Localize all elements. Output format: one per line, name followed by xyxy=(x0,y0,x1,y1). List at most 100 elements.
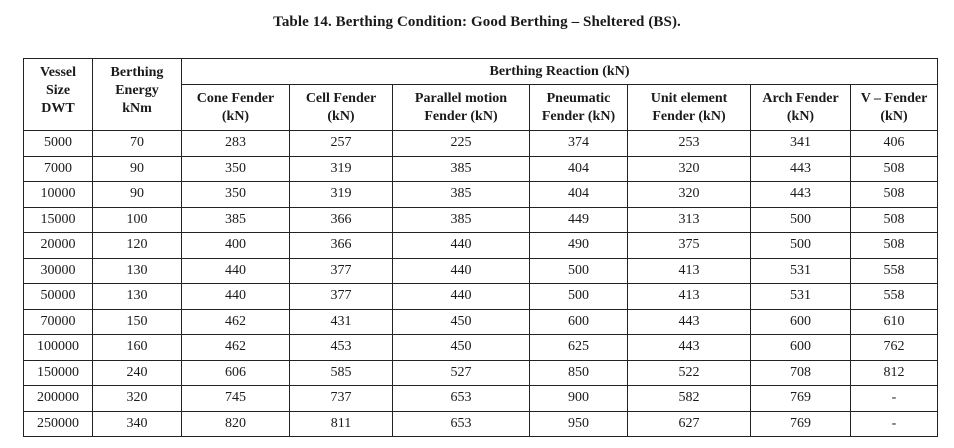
table-cell: 600 xyxy=(529,308,628,335)
table-cell: 708 xyxy=(750,359,851,386)
table-cell: 558 xyxy=(849,283,939,310)
table-cell: 508 xyxy=(849,206,939,233)
table-cell: 313 xyxy=(627,206,751,233)
table-cell: 377 xyxy=(289,283,393,310)
fender-header-line: Parallel motion xyxy=(414,90,508,106)
table-cell: 450 xyxy=(392,308,530,335)
table-cell: 531 xyxy=(750,283,851,310)
table-row: 50000 130 440 377 440 500 413 531 558 xyxy=(23,283,939,310)
table-cell: 340 xyxy=(92,410,182,437)
vessel-header-line: DWT xyxy=(41,101,75,116)
table-cell: 440 xyxy=(181,283,290,310)
fender-header-line: Cone Fender xyxy=(196,90,275,106)
table-cell: 737 xyxy=(289,385,393,412)
table-cell: 531 xyxy=(750,257,851,284)
header-row-top: Vessel Size DWT Berthing Energy kNm Bert… xyxy=(23,58,939,131)
table-cell: 500 xyxy=(529,283,628,310)
table-row: 250000 340 820 811 653 950 627 769- xyxy=(23,410,939,437)
table-cell: 341 xyxy=(750,130,851,157)
table-row: 5000 70 283 257 225 374 253 341 406 xyxy=(23,130,939,157)
table-cell: 600 xyxy=(750,334,851,361)
vessel-header-line: Vessel xyxy=(39,65,77,80)
table-cell: 20000 xyxy=(23,232,93,259)
fender-header-line: Unit element xyxy=(650,90,728,106)
table-cell: 90 xyxy=(92,181,182,208)
table-cell: 440 xyxy=(181,257,290,284)
table-cell: 90 xyxy=(92,155,182,182)
berthing-energy-header: Berthing Energy kNm xyxy=(92,58,182,131)
table-cell: 450 xyxy=(392,334,530,361)
table-row: 200000 320 745 737 653 900 582 769- xyxy=(23,385,939,412)
table-cell: 558 xyxy=(849,257,939,284)
fender-column-header: Cell Fender (kN) xyxy=(289,84,393,131)
table-cell: 490 xyxy=(529,232,628,259)
table-cell: 404 xyxy=(529,181,628,208)
table-cell: 385 xyxy=(392,206,530,233)
table-body: 5000 70 283 257 225 374 253 341 406 7000 90 350 319 3… xyxy=(23,130,939,437)
table-cell: 449 xyxy=(529,206,628,233)
table-cell: 385 xyxy=(392,155,530,182)
table-cell: 462 xyxy=(181,308,290,335)
table-cell: 385 xyxy=(181,206,290,233)
table-cell: 413 xyxy=(627,283,751,310)
header-row-fenders: Cone Fender (kN) Cell Fender (kN) Parall… xyxy=(24,84,939,131)
fender-column-header: V – Fender (kN) xyxy=(849,84,939,131)
table-cell: - xyxy=(849,385,939,412)
table-cell: 508 xyxy=(849,232,939,259)
table-cell: 160 xyxy=(92,334,182,361)
fender-header-line: (kN) xyxy=(880,108,908,124)
table-cell: 200000 xyxy=(23,385,93,412)
table-cell: 600 xyxy=(750,308,851,335)
table-cell: 500 xyxy=(750,232,851,259)
table-cell: 500 xyxy=(529,257,628,284)
table-cell: - xyxy=(849,410,939,437)
table-cell: 522 xyxy=(627,359,751,386)
table-cell: 508 xyxy=(849,155,939,182)
table-cell: 283 xyxy=(181,130,290,157)
table-cell: 443 xyxy=(750,155,851,182)
table-cell: 374 xyxy=(529,130,628,157)
table-row: 100000 160 462 453 450 625 443 600 762 xyxy=(23,334,939,361)
table-cell: 625 xyxy=(529,334,628,361)
berthing-reaction-table: Vessel Size DWT Berthing Energy kNm Bert… xyxy=(23,58,939,437)
table-cell: 350 xyxy=(181,155,290,182)
table-cell: 453 xyxy=(289,334,393,361)
table-cell: 100 xyxy=(92,206,182,233)
table-cell: 610 xyxy=(849,308,939,335)
table-cell: 250000 xyxy=(23,410,93,437)
table-cell: 7000 xyxy=(23,155,93,182)
table-cell: 319 xyxy=(289,155,393,182)
table-cell: 653 xyxy=(392,385,530,412)
fender-header-line: Cell Fender xyxy=(305,90,377,106)
table-cell: 225 xyxy=(392,130,530,157)
table-cell: 500 xyxy=(750,206,851,233)
table-cell: 406 xyxy=(849,130,939,157)
table-cell: 100000 xyxy=(23,334,93,361)
table-row: 7000 90 350 319 385 404 320 443 508 xyxy=(23,155,939,182)
table-cell: 508 xyxy=(849,181,939,208)
energy-header-line: kNm xyxy=(122,101,152,116)
table-cell: 150 xyxy=(92,308,182,335)
fender-header-line: Fender (kN) xyxy=(652,108,726,124)
table-cell: 120 xyxy=(92,232,182,259)
fender-column-header: Parallel motion Fender (kN) xyxy=(392,84,530,131)
table-cell: 366 xyxy=(289,232,393,259)
table-cell: 440 xyxy=(392,232,530,259)
table-row: 20000 120 400 366 440 490 375 500 508 xyxy=(23,232,939,259)
table-cell: 404 xyxy=(529,155,628,182)
table-cell: 585 xyxy=(289,359,393,386)
table-cell: 15000 xyxy=(23,206,93,233)
table-cell: 582 xyxy=(627,385,751,412)
vessel-header-line: Size xyxy=(45,83,71,98)
table-cell: 527 xyxy=(392,359,530,386)
table-cell: 366 xyxy=(289,206,393,233)
table-cell: 811 xyxy=(289,410,393,437)
table-cell: 820 xyxy=(181,410,290,437)
table-header: Vessel Size DWT Berthing Energy kNm Bert… xyxy=(23,58,939,131)
table-cell: 762 xyxy=(849,334,939,361)
berthing-reaction-group-header: Berthing Reaction (kN) xyxy=(180,58,939,85)
fender-header-line: Arch Fender xyxy=(762,90,839,106)
vessel-size-header: Vessel Size DWT xyxy=(23,58,93,131)
table-cell: 385 xyxy=(392,181,530,208)
table-row: 150000 240 606 585 527 850 522 708 812 xyxy=(23,359,939,386)
